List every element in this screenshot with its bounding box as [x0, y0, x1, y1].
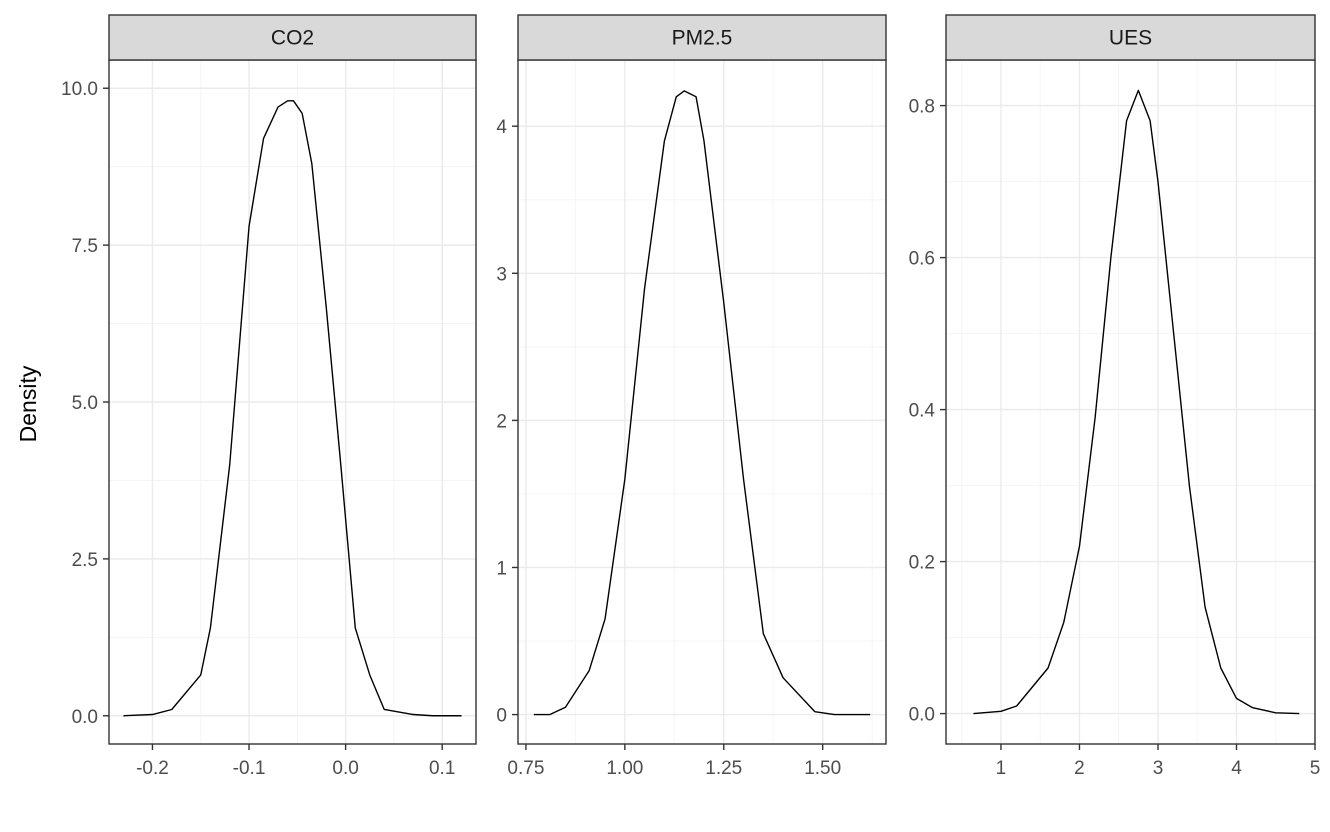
y-tick-label: 10.0 — [61, 79, 98, 100]
facet-strip-label: CO2 — [271, 27, 314, 50]
y-tick-label: 0 — [496, 706, 507, 727]
facet-strip-label: UES — [1109, 27, 1152, 50]
x-tick-label: -0.1 — [233, 758, 266, 779]
y-tick-label: 0.2 — [909, 553, 935, 574]
facet-ues: UES 1 2 3 4 5 0.0 0.2 0.4 0.6 0.8 — [909, 14, 1321, 779]
y-tick-label: 0.0 — [909, 705, 935, 726]
density-line-ues — [973, 89, 1300, 715]
x-tick-label: 4 — [1231, 758, 1242, 779]
facet-strip — [517, 14, 887, 61]
y-tick-label: 4 — [496, 117, 507, 138]
y-tick-label: 0.8 — [909, 97, 935, 118]
y-tick-label: 0.4 — [909, 401, 936, 422]
density-line-co2 — [123, 100, 462, 717]
panel-background — [518, 60, 886, 744]
x-tick-label: -0.2 — [136, 758, 169, 779]
x-tick-label: 5 — [1310, 758, 1321, 779]
panel-background — [946, 60, 1315, 744]
x-tick-label: 0.1 — [429, 758, 455, 779]
x-tick-label: 1.50 — [804, 758, 841, 779]
x-tick-label: 1 — [996, 758, 1007, 779]
x-tick-label: 0.75 — [507, 758, 544, 779]
y-tick-label: 7.5 — [72, 236, 98, 257]
x-tick-label: 1.00 — [606, 758, 643, 779]
x-tick-label: 0.0 — [332, 758, 358, 779]
y-tick-label: 5.0 — [72, 393, 98, 414]
facet-strip — [945, 14, 1316, 61]
y-tick-label: 0.6 — [909, 249, 935, 270]
facet-pm2-5: PM2.5 0.75 1.00 1.25 1.50 0 1 2 3 4 — [496, 14, 887, 779]
facet-co2: CO2 -0.2 -0.1 0.0 0.1 0.0 2.5 5.0 7.5 10.0 — [61, 14, 477, 779]
x-tick-label: 1.25 — [705, 758, 742, 779]
density-line-pm2-5 — [533, 90, 871, 716]
y-tick-label: 1 — [496, 558, 507, 579]
y-tick-label: 2.5 — [72, 550, 98, 571]
y-tick-label: 2 — [496, 411, 507, 432]
facet-strip-label: PM2.5 — [672, 27, 733, 50]
y-tick-label: 3 — [496, 264, 507, 285]
x-tick-label: 2 — [1074, 758, 1085, 779]
facet-strip — [108, 14, 477, 61]
y-tick-label: 0.0 — [72, 707, 98, 728]
y-axis-title: Density — [15, 365, 41, 442]
x-tick-label: 3 — [1153, 758, 1164, 779]
